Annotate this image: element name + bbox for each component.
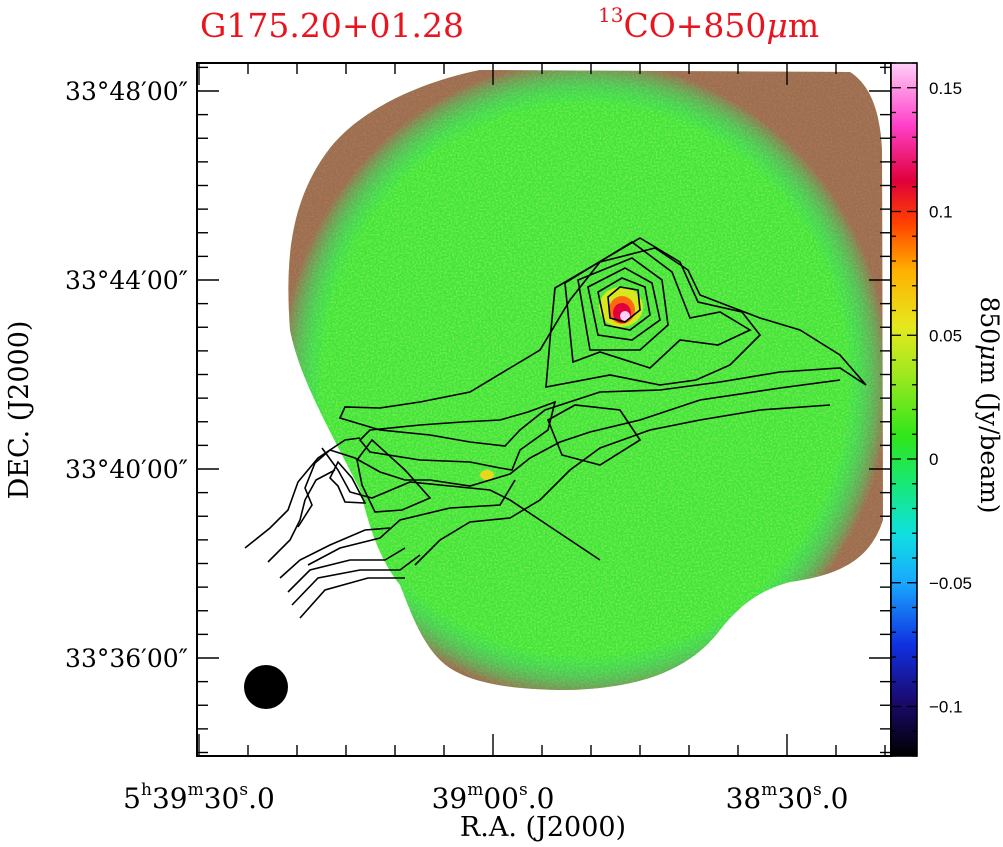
x-tick-labels: 5h39m30s.0 39m00s.0 38m30s.0: [123, 780, 848, 815]
y-tick-label: 33°48′00″: [65, 77, 188, 106]
y-axis-label: DEC. (J2000): [4, 321, 35, 500]
ra-seconds-unit: s: [239, 780, 248, 800]
ra-minutes-unit: m: [467, 780, 483, 800]
contour-13: [297, 379, 841, 528]
tracer-title: 13CO+850μm: [598, 3, 819, 45]
y-tick-label: 33°36′00″: [65, 644, 188, 673]
colorbar-tick-labels: 0.15 0.1 0.05 0 −0.05 −0.1: [929, 79, 972, 717]
ra-seconds: 30: [204, 782, 240, 815]
ra-hours: 5: [123, 782, 141, 815]
ra-hours-unit: h: [141, 780, 152, 800]
ra-minutes-unit: m: [761, 780, 777, 800]
y-tick-label: 33°44′00″: [65, 266, 188, 295]
contour-11: [329, 460, 367, 504]
colorbar-ticks: [891, 62, 917, 757]
contour-7: [338, 247, 867, 447]
colorbar-tick-label: 0.1: [929, 203, 953, 222]
contour-12: [321, 447, 601, 561]
contour-21: [279, 527, 391, 579]
colorbar-tick-label: −0.05: [929, 574, 972, 593]
ra-minutes: 39: [432, 782, 468, 815]
colorbar-label-post: m (Jy/beam): [975, 360, 1003, 513]
ra-fraction: .0: [248, 782, 275, 815]
ra-minutes-unit: m: [188, 780, 204, 800]
colorbar-label: 850μm (Jy/beam): [975, 296, 1003, 513]
x-axis-label: R.A. (J2000): [460, 812, 626, 843]
ra-seconds-unit: s: [813, 780, 822, 800]
tracer-superscript: 13: [598, 3, 623, 27]
beam-marker: [244, 665, 288, 709]
x-tick-label: 39m00s.0: [432, 780, 555, 815]
contour-5: [564, 241, 752, 369]
contour-4: [577, 257, 669, 351]
ra-minutes: 38: [726, 782, 762, 815]
ra-fraction: .0: [528, 782, 555, 815]
co-contours: [244, 237, 867, 619]
ra-seconds-unit: s: [519, 780, 528, 800]
ra-seconds: 30: [777, 782, 813, 815]
tracer-mu: μ: [766, 6, 787, 45]
y-tick-label: 33°40′00″: [65, 455, 188, 484]
contour-8: [546, 404, 642, 466]
contour-16: [414, 404, 831, 566]
contour-6: [545, 237, 762, 388]
contour-1: [607, 286, 641, 323]
axis-ticks: [197, 63, 891, 756]
colorbar-tick-label: 0.15: [929, 79, 962, 98]
emission-peak-core: [620, 311, 630, 321]
colorbar-tick-label: 0.05: [929, 326, 962, 345]
colorbar-tick-label: 0: [929, 450, 938, 469]
colorbar-tick-label: −0.1: [929, 698, 963, 717]
source-title: G175.20+01.28: [200, 6, 464, 45]
x-tick-label: 5h39m30s.0: [123, 780, 275, 815]
y-tick-labels: 33°48′00″ 33°44′00″ 33°40′00″ 33°36′00″: [65, 77, 188, 673]
contour-15: [267, 469, 336, 563]
emission-secondary: [480, 470, 494, 480]
colorbar-label-pre: 850: [975, 296, 1003, 344]
x-tick-label: 38m30s.0: [726, 780, 849, 815]
contour-19: [291, 554, 421, 606]
contour-2: [597, 277, 651, 331]
contour-18: [287, 547, 406, 593]
contour-9: [358, 400, 557, 471]
tracer-unit: m: [788, 6, 819, 45]
ra-fraction: .0: [822, 782, 849, 815]
contour-14: [244, 437, 361, 549]
ra-minutes: 39: [152, 782, 188, 815]
contour-10: [356, 438, 432, 513]
colorbar-label-mu: μ: [975, 344, 1003, 360]
ra-seconds: 00: [483, 782, 519, 815]
tracer-main: CO+850: [623, 6, 766, 45]
contour-20: [299, 577, 405, 619]
contour-3: [587, 267, 661, 341]
contour-17: [307, 479, 516, 566]
